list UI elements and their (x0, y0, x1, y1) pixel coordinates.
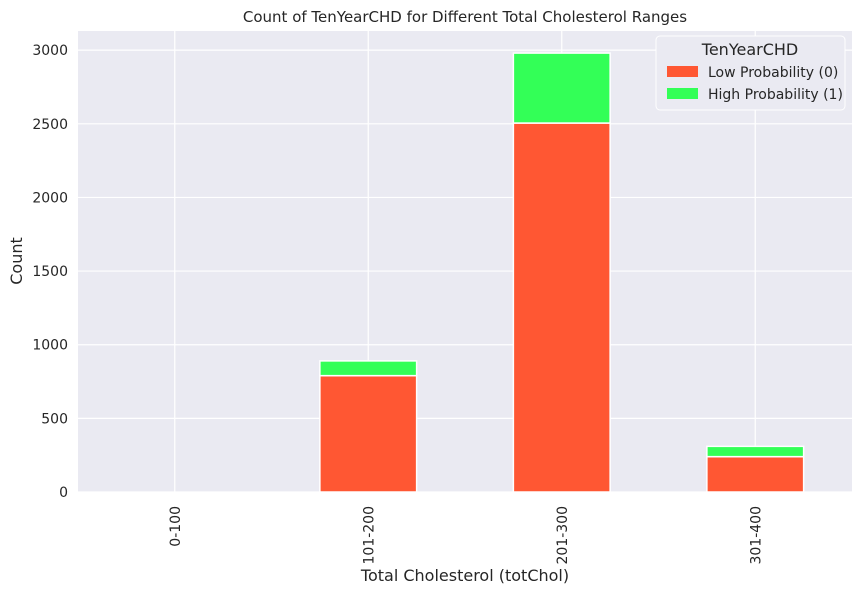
y-tick-label: 0 (59, 485, 68, 501)
x-tick-labels: 0-100 101-200 201-300 301-400 (168, 506, 765, 565)
x-axis-label: Total Cholesterol (totChol) (360, 566, 569, 585)
legend-box (655, 35, 846, 111)
legend-title: TenYearCHD (701, 40, 798, 59)
legend-label-low: Low Probability (0) (708, 65, 838, 81)
bar-low-101-200 (319, 374, 418, 493)
x-tick-label: 201-300 (555, 506, 571, 565)
bar-low-201-300 (512, 122, 611, 493)
y-tick-label: 500 (41, 411, 68, 427)
legend-swatch-high (667, 88, 698, 99)
x-tick-label: 0-100 (168, 506, 184, 547)
y-tick-labels: 0 500 1000 1500 2000 2500 3000 (32, 43, 68, 501)
y-tick-label: 2500 (32, 117, 68, 133)
x-tick-label: 101-200 (361, 506, 377, 565)
chart-title: Count of TenYearCHD for Different Total … (243, 8, 687, 26)
bar-high-201-300 (512, 52, 611, 124)
y-tick-label: 1000 (32, 338, 68, 354)
y-tick-label: 3000 (32, 43, 68, 59)
legend-swatch-low (667, 66, 698, 77)
y-tick-label: 2000 (32, 190, 68, 206)
legend: TenYearCHD Low Probability (0) High Prob… (655, 35, 846, 111)
x-tick-label: 301-400 (748, 506, 764, 565)
bar-high-101-200 (319, 360, 418, 377)
y-axis-label: Count (7, 237, 26, 285)
bars (319, 52, 805, 493)
bar-high-301-400 (706, 445, 805, 458)
bar-low-301-400 (706, 455, 805, 493)
y-tick-label: 1500 (32, 264, 68, 280)
legend-label-high: High Probability (1) (708, 87, 843, 103)
